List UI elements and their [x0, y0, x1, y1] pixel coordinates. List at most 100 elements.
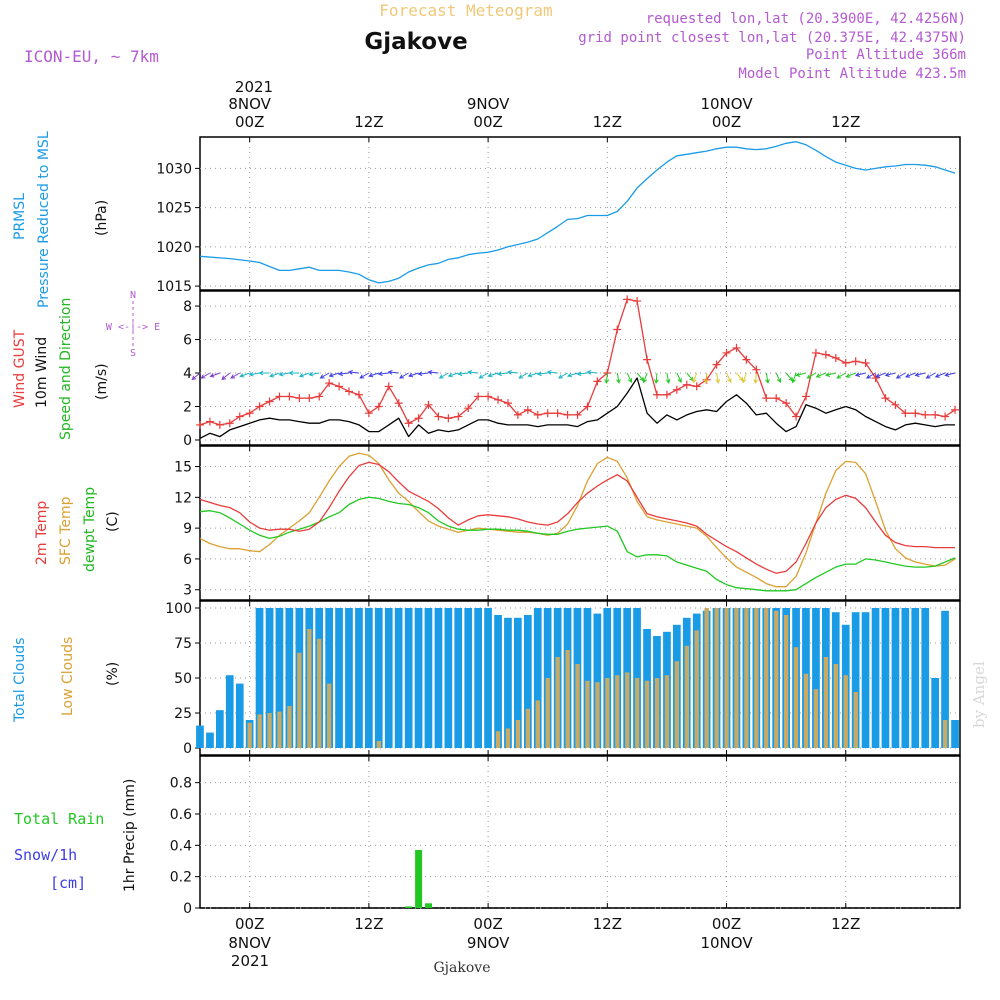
wind-direction-arrow — [387, 369, 399, 375]
total-cloud-bar — [444, 608, 453, 748]
low-cloud-bar — [307, 629, 312, 748]
wind-gust-marker — [444, 414, 453, 423]
total-cloud-bar — [424, 608, 433, 748]
wind-gust-marker — [464, 404, 473, 413]
wind-gust-marker — [255, 402, 264, 411]
low-cloud-bar — [635, 678, 640, 748]
sfc-temp-line — [199, 452, 956, 588]
precip-ytick-label: 0.2 — [170, 870, 192, 886]
wind-direction-arrow — [795, 372, 807, 377]
wind-gust-marker — [503, 399, 512, 408]
low-cloud-bar — [714, 608, 719, 748]
wind-direction-arrow — [457, 371, 469, 377]
total-cloud-bar — [454, 608, 463, 748]
pressure-ytick-label: 1015 — [156, 279, 192, 295]
low-cloud-bar — [277, 711, 282, 748]
low-cloud-bar — [327, 683, 332, 748]
wind-direction-arrow — [567, 372, 578, 378]
wind-label-gust: Wind GUST — [12, 329, 28, 408]
total-cloud-bar — [593, 613, 602, 748]
wind-direction-arrow — [191, 372, 201, 381]
total-cloud-bar — [871, 608, 880, 748]
precip-label-cm: [cm] — [50, 874, 86, 892]
gridpoint-coords: grid point closest lon,lat (20.375E, 42.… — [578, 30, 966, 46]
wind-gust-marker — [265, 397, 274, 406]
pressure-panel-labels: PRMSL Pressure Reduced to MSL (hPa) — [12, 131, 110, 308]
temp-label-unit: (C) — [105, 511, 121, 532]
low-cloud-bar — [684, 645, 689, 748]
low-cloud-bar — [317, 638, 322, 748]
total-cloud-bar — [325, 608, 333, 748]
wind-gust-marker — [792, 412, 801, 421]
wind-gust-marker — [911, 409, 920, 418]
model-altitude: Model Point Altitude 423.5m — [738, 66, 966, 82]
total-cloud-bar — [861, 612, 870, 748]
low-cloud-bar — [267, 713, 272, 748]
wind-gust-marker — [364, 409, 373, 418]
wind-gust-marker — [285, 392, 294, 401]
wind-direction-arrow — [865, 372, 876, 379]
low-cloud-bar — [784, 615, 789, 748]
low-cloud-bar — [813, 689, 819, 748]
temp-panel: 3 6 9 12 15 — [174, 445, 961, 601]
total-cloud-bar — [891, 608, 900, 748]
wind-direction-arrow — [536, 371, 548, 377]
wind-gust-marker — [345, 387, 354, 396]
low-cloud-bar — [734, 608, 739, 748]
wind-gust-marker — [225, 419, 234, 428]
wind-gust-marker — [295, 394, 304, 403]
total-cloud-bar — [514, 617, 522, 748]
wind-direction-arrow — [665, 372, 671, 384]
total-cloud-bar — [265, 608, 274, 748]
wind-ytick-label: 0 — [183, 433, 192, 449]
prmsl-line — [199, 141, 956, 284]
wind-direction-arrow — [399, 372, 409, 379]
total-cloud-bar — [911, 608, 920, 748]
dewpt-temp-line — [199, 496, 956, 592]
clouds-panel: 0 25 50 75 100 — [165, 600, 961, 757]
low-cloud-bar — [803, 673, 809, 748]
rain-bar — [415, 850, 423, 908]
temp-ytick-label: 3 — [183, 583, 192, 599]
top-date-label: 10NOV — [700, 95, 753, 113]
wind-direction-arrow — [815, 372, 827, 378]
wind-speed-line — [199, 377, 955, 439]
wind-direction-arrow — [487, 372, 499, 378]
total-cloud-bar — [394, 608, 403, 748]
wind-ytick-label: 4 — [183, 366, 192, 382]
precip-ytick-label: 0.6 — [170, 807, 192, 823]
temp-ytick-label: 6 — [183, 552, 192, 568]
low-cloud-bar — [247, 722, 252, 748]
total-cloud-bar — [494, 615, 502, 748]
wind-direction-arrow — [288, 370, 300, 376]
wind-direction-arrow — [934, 372, 946, 378]
wind-gust-marker — [633, 297, 642, 306]
wind-gust-marker — [474, 392, 483, 401]
wind-gust-marker — [434, 412, 443, 421]
wind-direction-arrow — [368, 372, 379, 378]
wind-gust-marker — [782, 399, 791, 408]
wind-ytick-label: 8 — [183, 299, 192, 315]
low-cloud-bar — [495, 731, 501, 748]
total-cloud-bar — [921, 608, 930, 748]
wind-gust-marker — [643, 355, 652, 364]
total-cloud-bar — [484, 608, 492, 748]
wind-direction-arrow — [654, 372, 659, 385]
wind-direction-arrow — [806, 372, 817, 379]
top-date-label: 9NOV — [467, 95, 510, 113]
wind-gust-marker — [354, 390, 363, 399]
wind-direction-arrow — [496, 371, 509, 377]
wind-frame — [199, 290, 961, 446]
compass-south: S — [130, 348, 136, 359]
low-cloud-bar — [694, 630, 699, 748]
bottom-year-label: 2021 — [231, 952, 269, 970]
wind-direction-arrow — [715, 372, 721, 384]
wind-gust-marker — [613, 325, 622, 334]
wind-direction-arrow — [278, 371, 290, 377]
low-cloud-bar — [257, 714, 262, 748]
wind-gust-marker — [414, 414, 423, 423]
total-cloud-bar — [414, 608, 423, 748]
total-cloud-bar — [524, 615, 532, 748]
wind-ytick-label: 6 — [183, 333, 192, 349]
low-cloud-bar — [297, 652, 302, 748]
